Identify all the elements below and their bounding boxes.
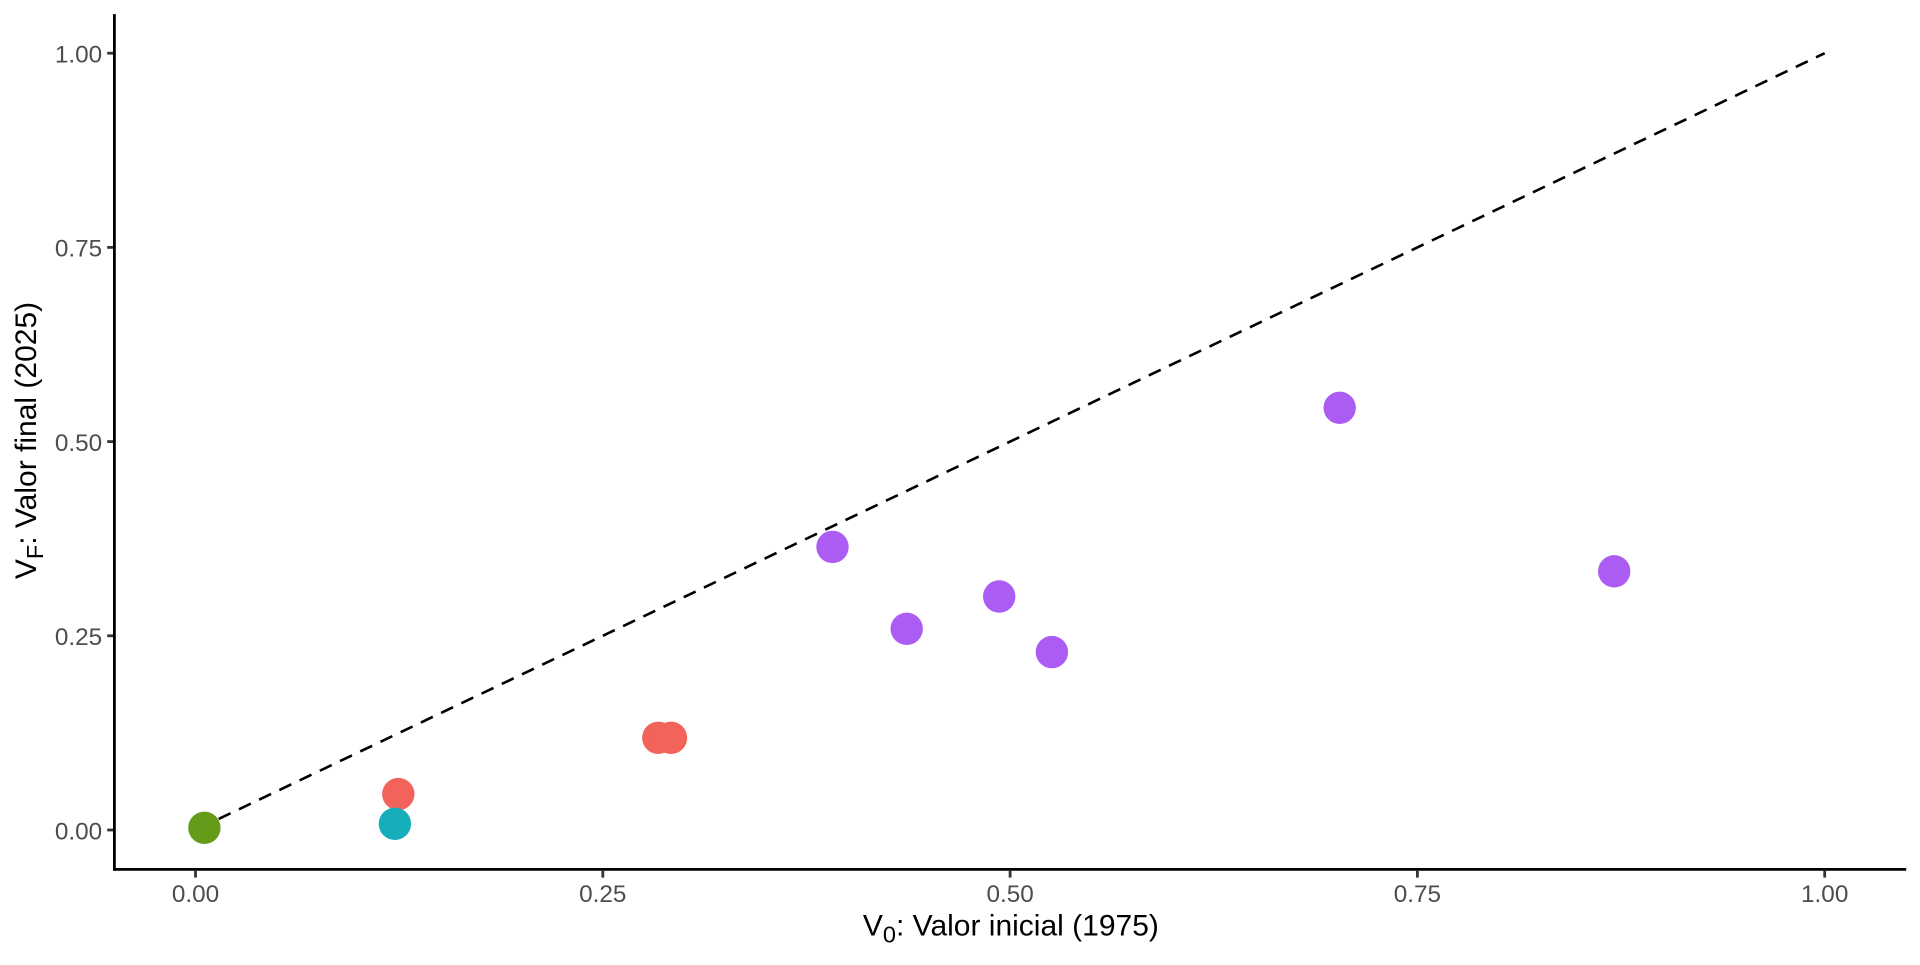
svg-text:0.00: 0.00 xyxy=(55,818,102,845)
svg-text:0.00: 0.00 xyxy=(172,881,219,908)
svg-text:V0: Valor inicial (1975): V0: Valor inicial (1975) xyxy=(863,910,1159,948)
svg-text:VF: Valor final (2025): VF: Valor final (2025) xyxy=(10,302,48,579)
svg-text:0.25: 0.25 xyxy=(55,624,102,651)
svg-text:1.00: 1.00 xyxy=(55,42,102,69)
svg-text:0.75: 0.75 xyxy=(1394,881,1441,908)
svg-text:0.50: 0.50 xyxy=(55,430,102,457)
svg-text:0.75: 0.75 xyxy=(55,236,102,263)
svg-text:0.50: 0.50 xyxy=(986,881,1033,908)
svg-text:1.00: 1.00 xyxy=(1801,881,1848,908)
svg-text:0.25: 0.25 xyxy=(579,881,626,908)
